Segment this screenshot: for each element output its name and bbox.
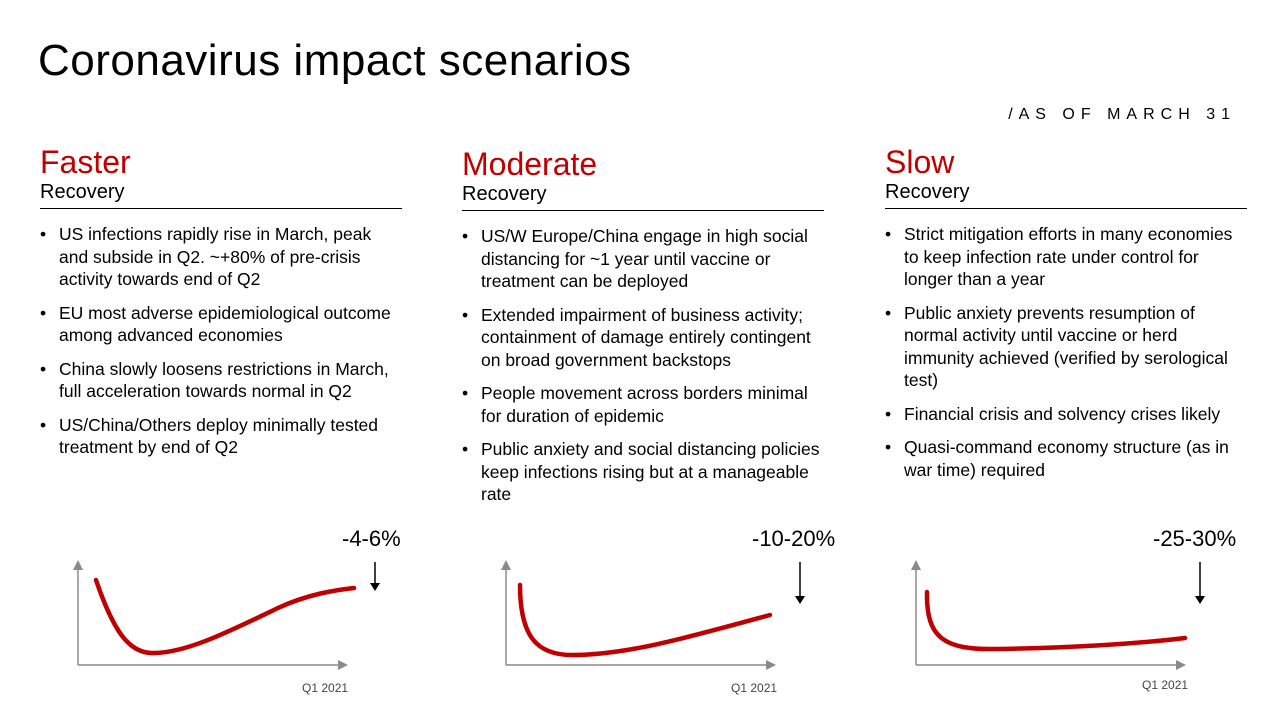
scenario-slow: Slow Recovery Strict mitigation efforts … — [885, 144, 1247, 492]
y-axis-arrowhead — [73, 560, 83, 570]
chart-axes — [505, 566, 768, 666]
scenario-subheading: Recovery — [885, 180, 1247, 209]
scenario-heading: Moderate — [462, 146, 598, 182]
bullet-item: US infections rapidly rise in March, pea… — [40, 223, 402, 291]
bullet-item: US/China/Others deploy minimally tested … — [40, 414, 402, 459]
bullet-item: Public anxiety prevents resumption of no… — [885, 302, 1247, 392]
chart-axes — [915, 566, 1178, 666]
x-axis-arrowhead — [338, 660, 348, 670]
x-axis-label: Q1 2021 — [731, 681, 778, 695]
bullet-item: Strict mitigation efforts in many econom… — [885, 223, 1247, 291]
scenario-subheading: Recovery — [40, 180, 402, 209]
impact-value: -4-6% — [342, 526, 401, 551]
recovery-line — [93, 577, 357, 656]
bullet-item: US/W Europe/China engage in high social … — [462, 225, 824, 293]
scenario-bullets: Strict mitigation efforts in many econom… — [885, 223, 1247, 481]
y-axis-arrowhead — [911, 560, 921, 570]
x-axis-arrowhead — [1176, 660, 1186, 670]
bullet-item: Public anxiety and social distancing pol… — [462, 438, 824, 506]
x-axis-arrowhead — [766, 660, 776, 670]
scenario-moderate: Moderate Recovery US/W Europe/China enga… — [462, 146, 824, 517]
down-arrow-icon — [370, 562, 380, 591]
as-of-date: /AS OF MARCH 31 — [1008, 106, 1236, 123]
bullet-item: Extended impairment of business activity… — [462, 304, 824, 372]
down-arrow-icon — [1195, 562, 1205, 604]
scenario-bullets: US infections rapidly rise in March, pea… — [40, 223, 402, 459]
recovery-curve-slow — [911, 560, 1188, 670]
page-title: Coronavirus impact scenarios — [38, 36, 632, 85]
scenario-bullets: US/W Europe/China engage in high social … — [462, 225, 824, 506]
bullet-item: Quasi-command economy structure (as in w… — [885, 436, 1247, 481]
recovery-line — [924, 589, 1188, 652]
bullet-item: Financial crisis and solvency crises lik… — [885, 403, 1247, 426]
impact-value: -25-30% — [1153, 526, 1237, 551]
x-axis-label: Q1 2021 — [302, 681, 349, 695]
y-axis-arrowhead — [501, 560, 511, 570]
recovery-curve-faster — [73, 560, 357, 670]
recovery-curve-moderate — [501, 560, 776, 670]
scenario-faster: Faster Recovery US infections rapidly ri… — [40, 144, 402, 470]
chart-axes — [77, 566, 340, 666]
bullet-item: People movement across borders minimal f… — [462, 382, 824, 427]
bullet-item: China slowly loosens restrictions in Mar… — [40, 358, 402, 403]
scenario-subheading: Recovery — [462, 182, 824, 211]
bullet-item: EU most adverse epidemiological outcome … — [40, 302, 402, 347]
recovery-line — [517, 582, 773, 658]
scenario-heading: Slow — [885, 144, 955, 180]
impact-value: -10-20% — [752, 526, 836, 551]
scenario-heading: Faster — [40, 144, 131, 180]
down-arrow-icon — [795, 562, 805, 604]
x-axis-label: Q1 2021 — [1142, 678, 1189, 692]
